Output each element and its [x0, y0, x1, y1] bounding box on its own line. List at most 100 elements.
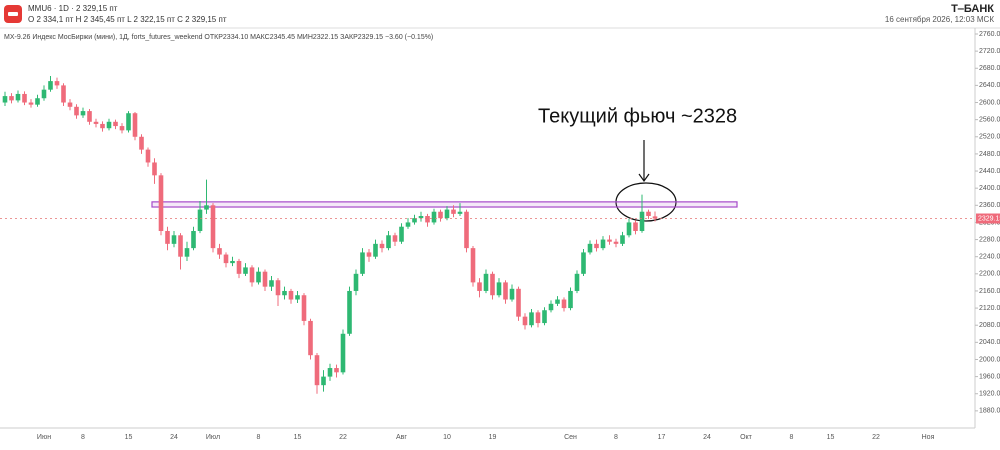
candle-body [581, 252, 586, 274]
x-tick-label: Июн [37, 434, 51, 441]
y-tick-label: 1960.00 [979, 373, 1000, 380]
candle-body [204, 205, 209, 210]
candle-body [210, 205, 216, 249]
candle-body [652, 216, 658, 219]
y-tick-label: 2440.00 [979, 168, 1000, 175]
candle-body [646, 211, 651, 217]
y-tick-label: 2080.00 [979, 322, 1000, 329]
timestamp: 16 сентября 2026, 12:03 МСК [885, 15, 994, 24]
candle-body [113, 121, 118, 127]
zone [151, 201, 738, 208]
candle-body [457, 211, 463, 214]
series-legend: MX-9.26 Индекс МосБиржи (мини), 1Д, fort… [4, 34, 433, 41]
candle-body [282, 290, 287, 296]
candle-body [386, 235, 391, 249]
candle-body [412, 218, 417, 223]
x-tick-label: 10 [443, 434, 451, 441]
x-tick-label: 8 [257, 434, 261, 441]
y-tick-label: 2160.00 [979, 288, 1000, 295]
candle-body [613, 241, 619, 244]
candle-body [80, 111, 86, 116]
y-tick-label: 1880.00 [979, 408, 1000, 415]
y-tick-label: 2400.00 [979, 185, 1000, 192]
candle-body [522, 316, 528, 326]
candle-body [61, 85, 66, 103]
x-tick-label: 19 [489, 434, 497, 441]
y-tick-label: 2720.00 [979, 48, 1000, 55]
candle-body [249, 267, 255, 283]
candle-body [223, 254, 229, 264]
candle-body [405, 222, 411, 227]
x-tick-label: 24 [170, 434, 178, 441]
x-tick-label: Авг [396, 434, 407, 441]
candle-body [639, 211, 645, 231]
candle-body [399, 226, 404, 242]
candle-body [152, 162, 157, 176]
x-tick-label: 15 [294, 434, 302, 441]
candle-body [262, 271, 268, 287]
candle-body [542, 310, 547, 324]
candle-body [132, 113, 138, 137]
candle-body [418, 216, 424, 219]
ohlc-line: O 2 334,1 пт H 2 345,45 пт L 2 322,15 пт… [28, 15, 227, 24]
candle-body [74, 106, 79, 116]
y-tick-label: 2000.00 [979, 356, 1000, 363]
candle-body [451, 209, 456, 214]
candle-body [438, 211, 443, 219]
candle-body [230, 260, 235, 264]
y-tick-label: 1920.00 [979, 391, 1000, 398]
candle-body [295, 295, 300, 300]
plot: 1880.00 1920.00 1960.00 2000.00 2040.00 2080.… [0, 31, 1000, 441]
symbol-icon-glyph [8, 12, 18, 16]
candle-body [555, 299, 560, 304]
x-tick-label: 22 [872, 434, 880, 441]
x-tick-label: 17 [658, 434, 666, 441]
candle-body [633, 222, 638, 231]
candle-body [87, 111, 92, 122]
candle-body [353, 273, 359, 291]
y-tick-label: 2280.00 [979, 236, 1000, 243]
candle-body [548, 303, 554, 311]
last-price-label: 2329.15 [978, 215, 1000, 222]
candle-body [158, 175, 164, 231]
y-tick-label: 2760.00 [979, 31, 1000, 38]
brand: T‒БАНК [951, 3, 994, 15]
candle-body [503, 282, 508, 300]
x-tick-label: 22 [339, 434, 347, 441]
candle-body [243, 267, 248, 274]
x-tick-label: 24 [703, 434, 711, 441]
candle-body [308, 320, 313, 356]
annotation: Текущий фьюч ~2328 [538, 105, 737, 127]
candle-body [178, 235, 183, 257]
candle-body [470, 248, 476, 283]
candle-body [587, 243, 593, 253]
y-tick-label: 2680.00 [979, 65, 1000, 72]
candle-body [327, 368, 333, 377]
candle-body [490, 273, 495, 296]
candle-body [301, 295, 307, 321]
y-tick-label: 2200.00 [979, 271, 1000, 278]
x-tick-label: 15 [125, 434, 133, 441]
candle-body [15, 93, 21, 101]
candle-body [9, 96, 14, 101]
candle-body [594, 243, 599, 249]
candle-body [464, 211, 469, 249]
candle-body [93, 121, 99, 124]
candle-body [275, 280, 281, 296]
candle-body [620, 235, 625, 244]
candle-body [347, 290, 352, 334]
candle-body [22, 93, 27, 103]
candle-body [366, 252, 372, 257]
candle-body [126, 113, 131, 131]
y-tick-label: 2040.00 [979, 339, 1000, 346]
candle-body [269, 280, 274, 287]
x-tick-label: 8 [790, 434, 794, 441]
candle-body [119, 126, 125, 131]
candle-body [483, 273, 489, 291]
candle-body [2, 96, 8, 103]
candle-body [496, 282, 502, 296]
candle-body [171, 235, 177, 244]
candle-body [607, 239, 612, 242]
candle-body [165, 230, 170, 244]
